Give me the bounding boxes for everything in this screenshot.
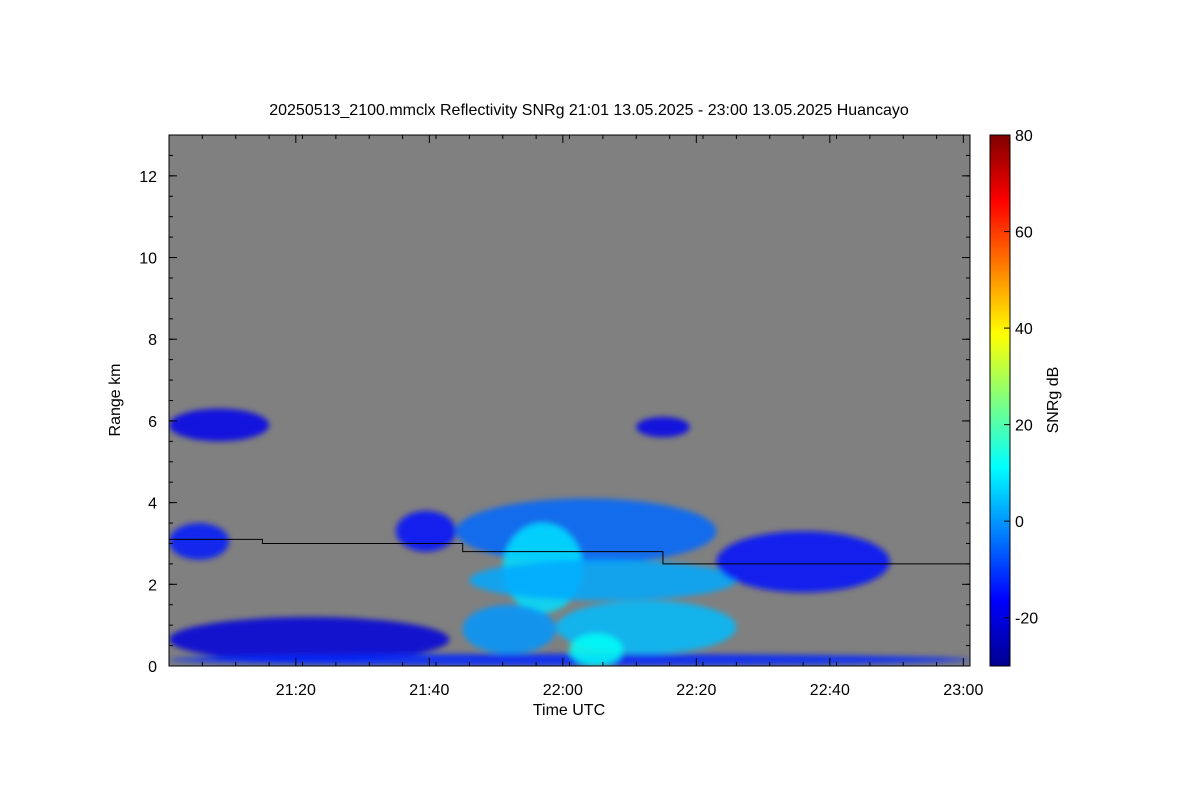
y-tick-label: 12 (139, 169, 157, 186)
level-line (169, 538, 970, 565)
y-tick-label: 0 (148, 659, 157, 676)
echo-region-12 (569, 633, 623, 666)
echo-region-1 (636, 416, 690, 438)
chart-title: 20250513_2100.mmclx Reflectivity SNRg 21… (269, 102, 909, 119)
colorbar-tick-label: 0 (1015, 514, 1024, 531)
x-tick-label: 21:40 (409, 682, 449, 699)
colorbar-tick-label: -20 (1015, 611, 1038, 628)
y-tick-label: 4 (148, 496, 157, 513)
colorbar-ticks: -20 0 20 40 60 80 (1004, 128, 1038, 628)
colorbar-tick-label: 60 (1015, 225, 1033, 242)
line-layer (169, 538, 970, 565)
y-tick-label: 6 (148, 414, 157, 431)
x-tick-label: 22:40 (810, 682, 850, 699)
colorbar-tick-label: 80 (1015, 128, 1033, 145)
y-axis-label: Range km (107, 364, 124, 437)
x-tick-label: 22:20 (676, 682, 716, 699)
echo-region-9 (716, 531, 890, 593)
echo-region-10 (169, 616, 450, 662)
echo-region-7 (462, 604, 557, 654)
colorbar-tick-label: 40 (1015, 321, 1033, 338)
colorbar (989, 134, 1011, 667)
y-axis-ticks: 0 2 4 6 8 10 12 (139, 134, 970, 676)
echo-region-0 (169, 408, 270, 442)
x-tick-label: 23:00 (943, 682, 983, 699)
colorbar-label: SNRg dB (1045, 367, 1062, 434)
colorbar-tick-label: 20 (1015, 418, 1033, 435)
echo-region-3 (395, 510, 457, 552)
y-tick-label: 8 (148, 332, 157, 349)
x-axis-ticks: 21:20 21:40 22:00 22:20 22:40 23:00 (168, 135, 983, 699)
x-tick-label: 21:20 (276, 682, 316, 699)
echo-region-2 (169, 523, 230, 560)
echo-region-6 (469, 559, 737, 601)
echo-region-4 (456, 498, 717, 564)
y-tick-label: 10 (139, 251, 157, 268)
x-axis-label: Time UTC (533, 702, 605, 719)
x-tick-label: 22:00 (543, 682, 583, 699)
y-tick-label: 2 (148, 577, 157, 594)
